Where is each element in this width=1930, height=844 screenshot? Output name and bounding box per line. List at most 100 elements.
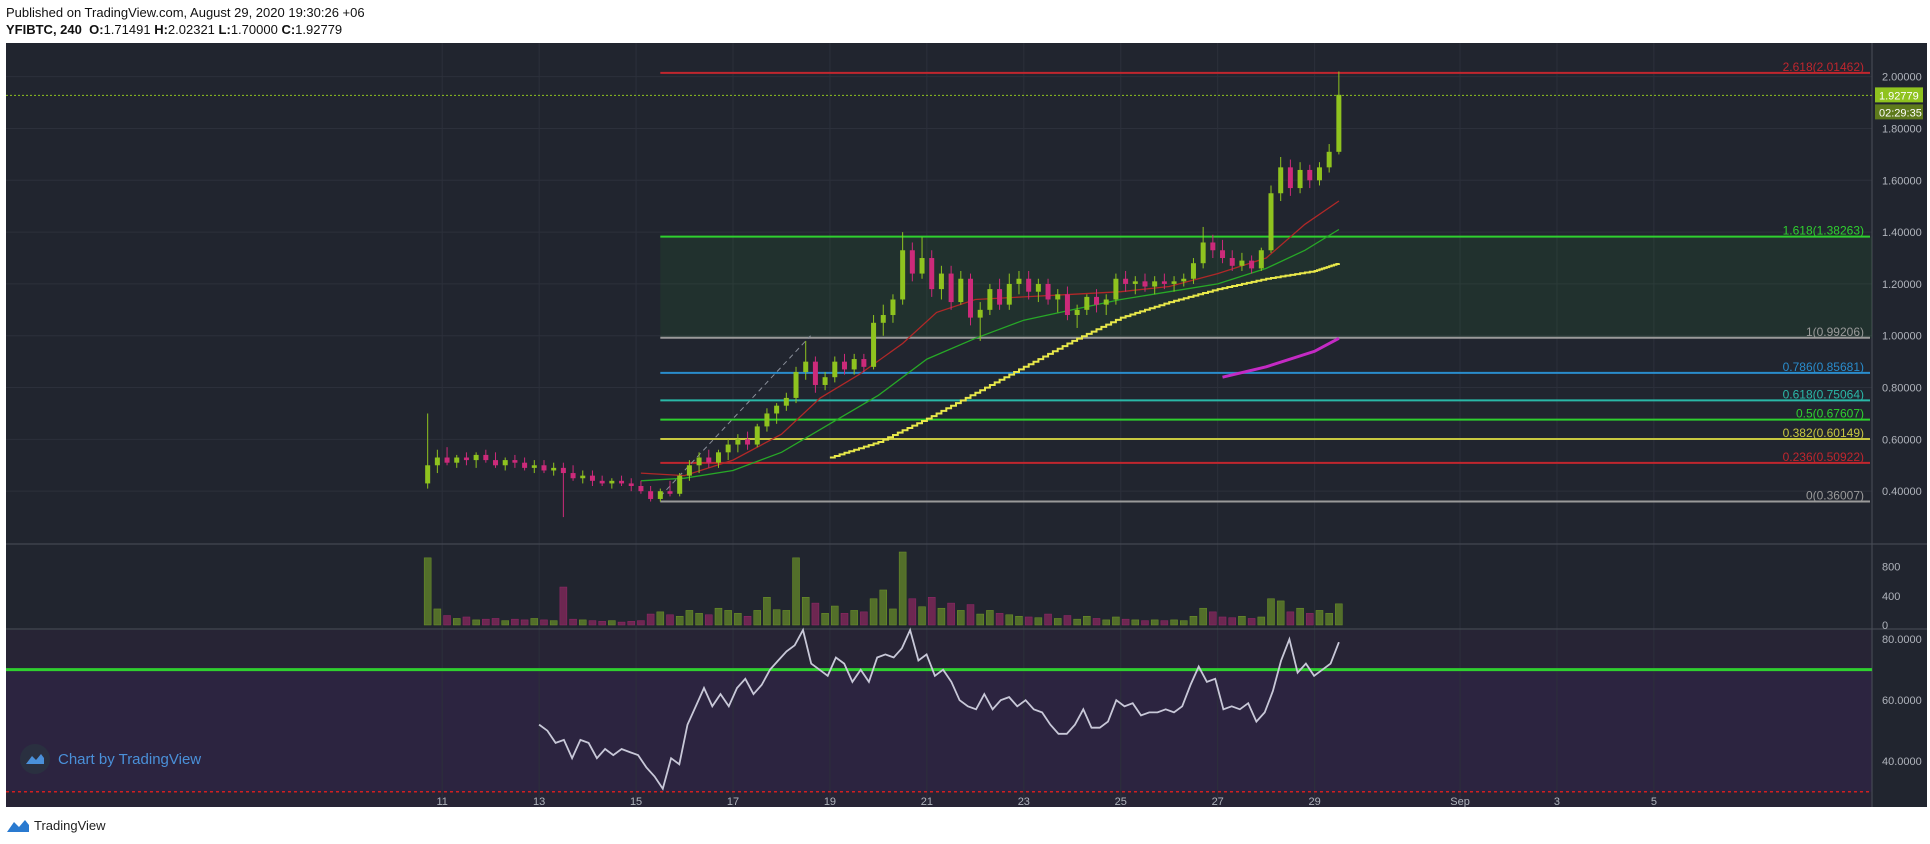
fib-level-label: 0.5(0.67607) [1796, 407, 1864, 421]
volume-bar [666, 614, 674, 626]
candle-body [803, 361, 809, 373]
candle-body [1161, 281, 1167, 284]
volume-bar [1325, 613, 1333, 626]
volume-bar [1209, 611, 1217, 626]
volume-bar [423, 557, 432, 626]
x-tick-label: Sep [1450, 796, 1470, 807]
price-tick-label: 0.60000 [1882, 434, 1922, 446]
candle-body [735, 439, 741, 445]
price-tick-label: 1.60000 [1882, 175, 1922, 187]
volume-bar [1102, 619, 1110, 626]
volume-bar [1180, 620, 1188, 626]
volume-tick-label: 800 [1882, 562, 1900, 574]
volume-bar [695, 613, 703, 626]
candle-body [483, 454, 489, 461]
candle-body [774, 405, 780, 414]
candle-body [1220, 250, 1226, 259]
rsi-tick-label: 60.0000 [1882, 695, 1922, 707]
open-label: O: [89, 22, 104, 37]
volume-bar [1063, 615, 1072, 626]
chart-svg[interactable]: 2.618(2.01462) 1.618(1.38263) 1(0.99206) 0.… [6, 43, 1927, 808]
candle-body [754, 426, 760, 445]
volume-bar [433, 608, 442, 626]
candle-body [929, 258, 935, 290]
published-line: Published on TradingView.com, August 29,… [6, 5, 365, 20]
moving-average-yellow [829, 263, 1340, 459]
candle-body [1006, 283, 1012, 305]
candle-body [1336, 94, 1342, 152]
candle-body [1278, 167, 1284, 194]
moving-average-magenta [1222, 336, 1340, 379]
candle-body [1026, 278, 1032, 292]
countdown-tag-value: 02:29:35 [1879, 107, 1922, 119]
volume-bar [1073, 618, 1081, 626]
volume-bar [850, 610, 858, 626]
candle-body [570, 473, 576, 479]
volume-bar [511, 618, 519, 626]
candle-body [764, 413, 770, 427]
moving-average-green [640, 228, 1340, 482]
volume-bar [501, 620, 509, 626]
volume-bar [472, 619, 480, 626]
volume-bar [705, 614, 713, 626]
candle-body [589, 475, 595, 481]
candle-body [648, 491, 654, 499]
volume-bar [452, 618, 461, 626]
low-label: L: [218, 22, 231, 37]
volume-bar [1247, 618, 1256, 626]
candle-body [1229, 258, 1235, 266]
candle-body [667, 491, 673, 494]
volume-bar [908, 598, 917, 626]
candle-body [1200, 242, 1206, 264]
volume-tick-label: 0 [1882, 620, 1888, 632]
candle-body [1064, 294, 1070, 316]
tradingview-footer-logo-icon [7, 819, 29, 832]
volume-bar [549, 620, 558, 626]
fib-zone-fill [660, 236, 1872, 338]
x-tick-label: 17 [727, 796, 739, 807]
ohlc-line: YFIBTC, 240 O:1.71491 H:2.02321 L:1.7000… [6, 21, 365, 38]
volume-bar [1015, 615, 1023, 626]
volume-bar [1131, 619, 1140, 626]
volume-bar [559, 586, 568, 626]
x-tick-label: 11 [436, 796, 447, 807]
candle-body [841, 361, 847, 370]
candle-body [900, 250, 906, 300]
candle-body [1055, 294, 1061, 300]
fib-level-label: 2.618(2.01462) [1783, 60, 1864, 74]
volume-bar [1315, 610, 1324, 626]
volume-bar [637, 620, 645, 626]
candle-body [832, 361, 838, 378]
candle-body [1045, 283, 1051, 300]
tradingview-logo-icon [20, 744, 50, 774]
chart-area[interactable]: 2.618(2.01462) 1.618(1.38263) 1(0.99206) 0.… [6, 43, 1927, 808]
watermark[interactable]: Chart by TradingView [20, 744, 201, 774]
volume-bar [1024, 616, 1033, 626]
volume-bar [675, 615, 684, 626]
candle-body [1316, 167, 1322, 181]
candle-body [938, 273, 944, 290]
volume-bar [801, 597, 810, 626]
x-tick-label: 27 [1212, 796, 1224, 807]
candle-body [628, 483, 634, 487]
candle-body [880, 315, 886, 323]
candle-body [812, 361, 818, 385]
candle-body [1084, 296, 1090, 310]
candle-body [706, 457, 712, 463]
price-tick-label: 1.80000 [1882, 123, 1922, 135]
candle-body [531, 465, 537, 468]
candle-body [948, 273, 954, 303]
fib-level-label: 0.618(0.75064) [1783, 387, 1864, 401]
candle-body [677, 475, 683, 494]
candle-body [560, 467, 566, 474]
volume-bar [986, 610, 994, 626]
volume-tick-label: 400 [1882, 591, 1900, 603]
volume-bar [957, 610, 965, 626]
candle-body [1171, 281, 1177, 284]
candle-body [1287, 167, 1293, 189]
x-tick-label: 19 [824, 796, 836, 807]
trend-dashed-line [659, 335, 811, 497]
x-tick-label: 3 [1554, 796, 1560, 807]
volume-bar [685, 610, 694, 626]
candle-body [1297, 169, 1303, 189]
